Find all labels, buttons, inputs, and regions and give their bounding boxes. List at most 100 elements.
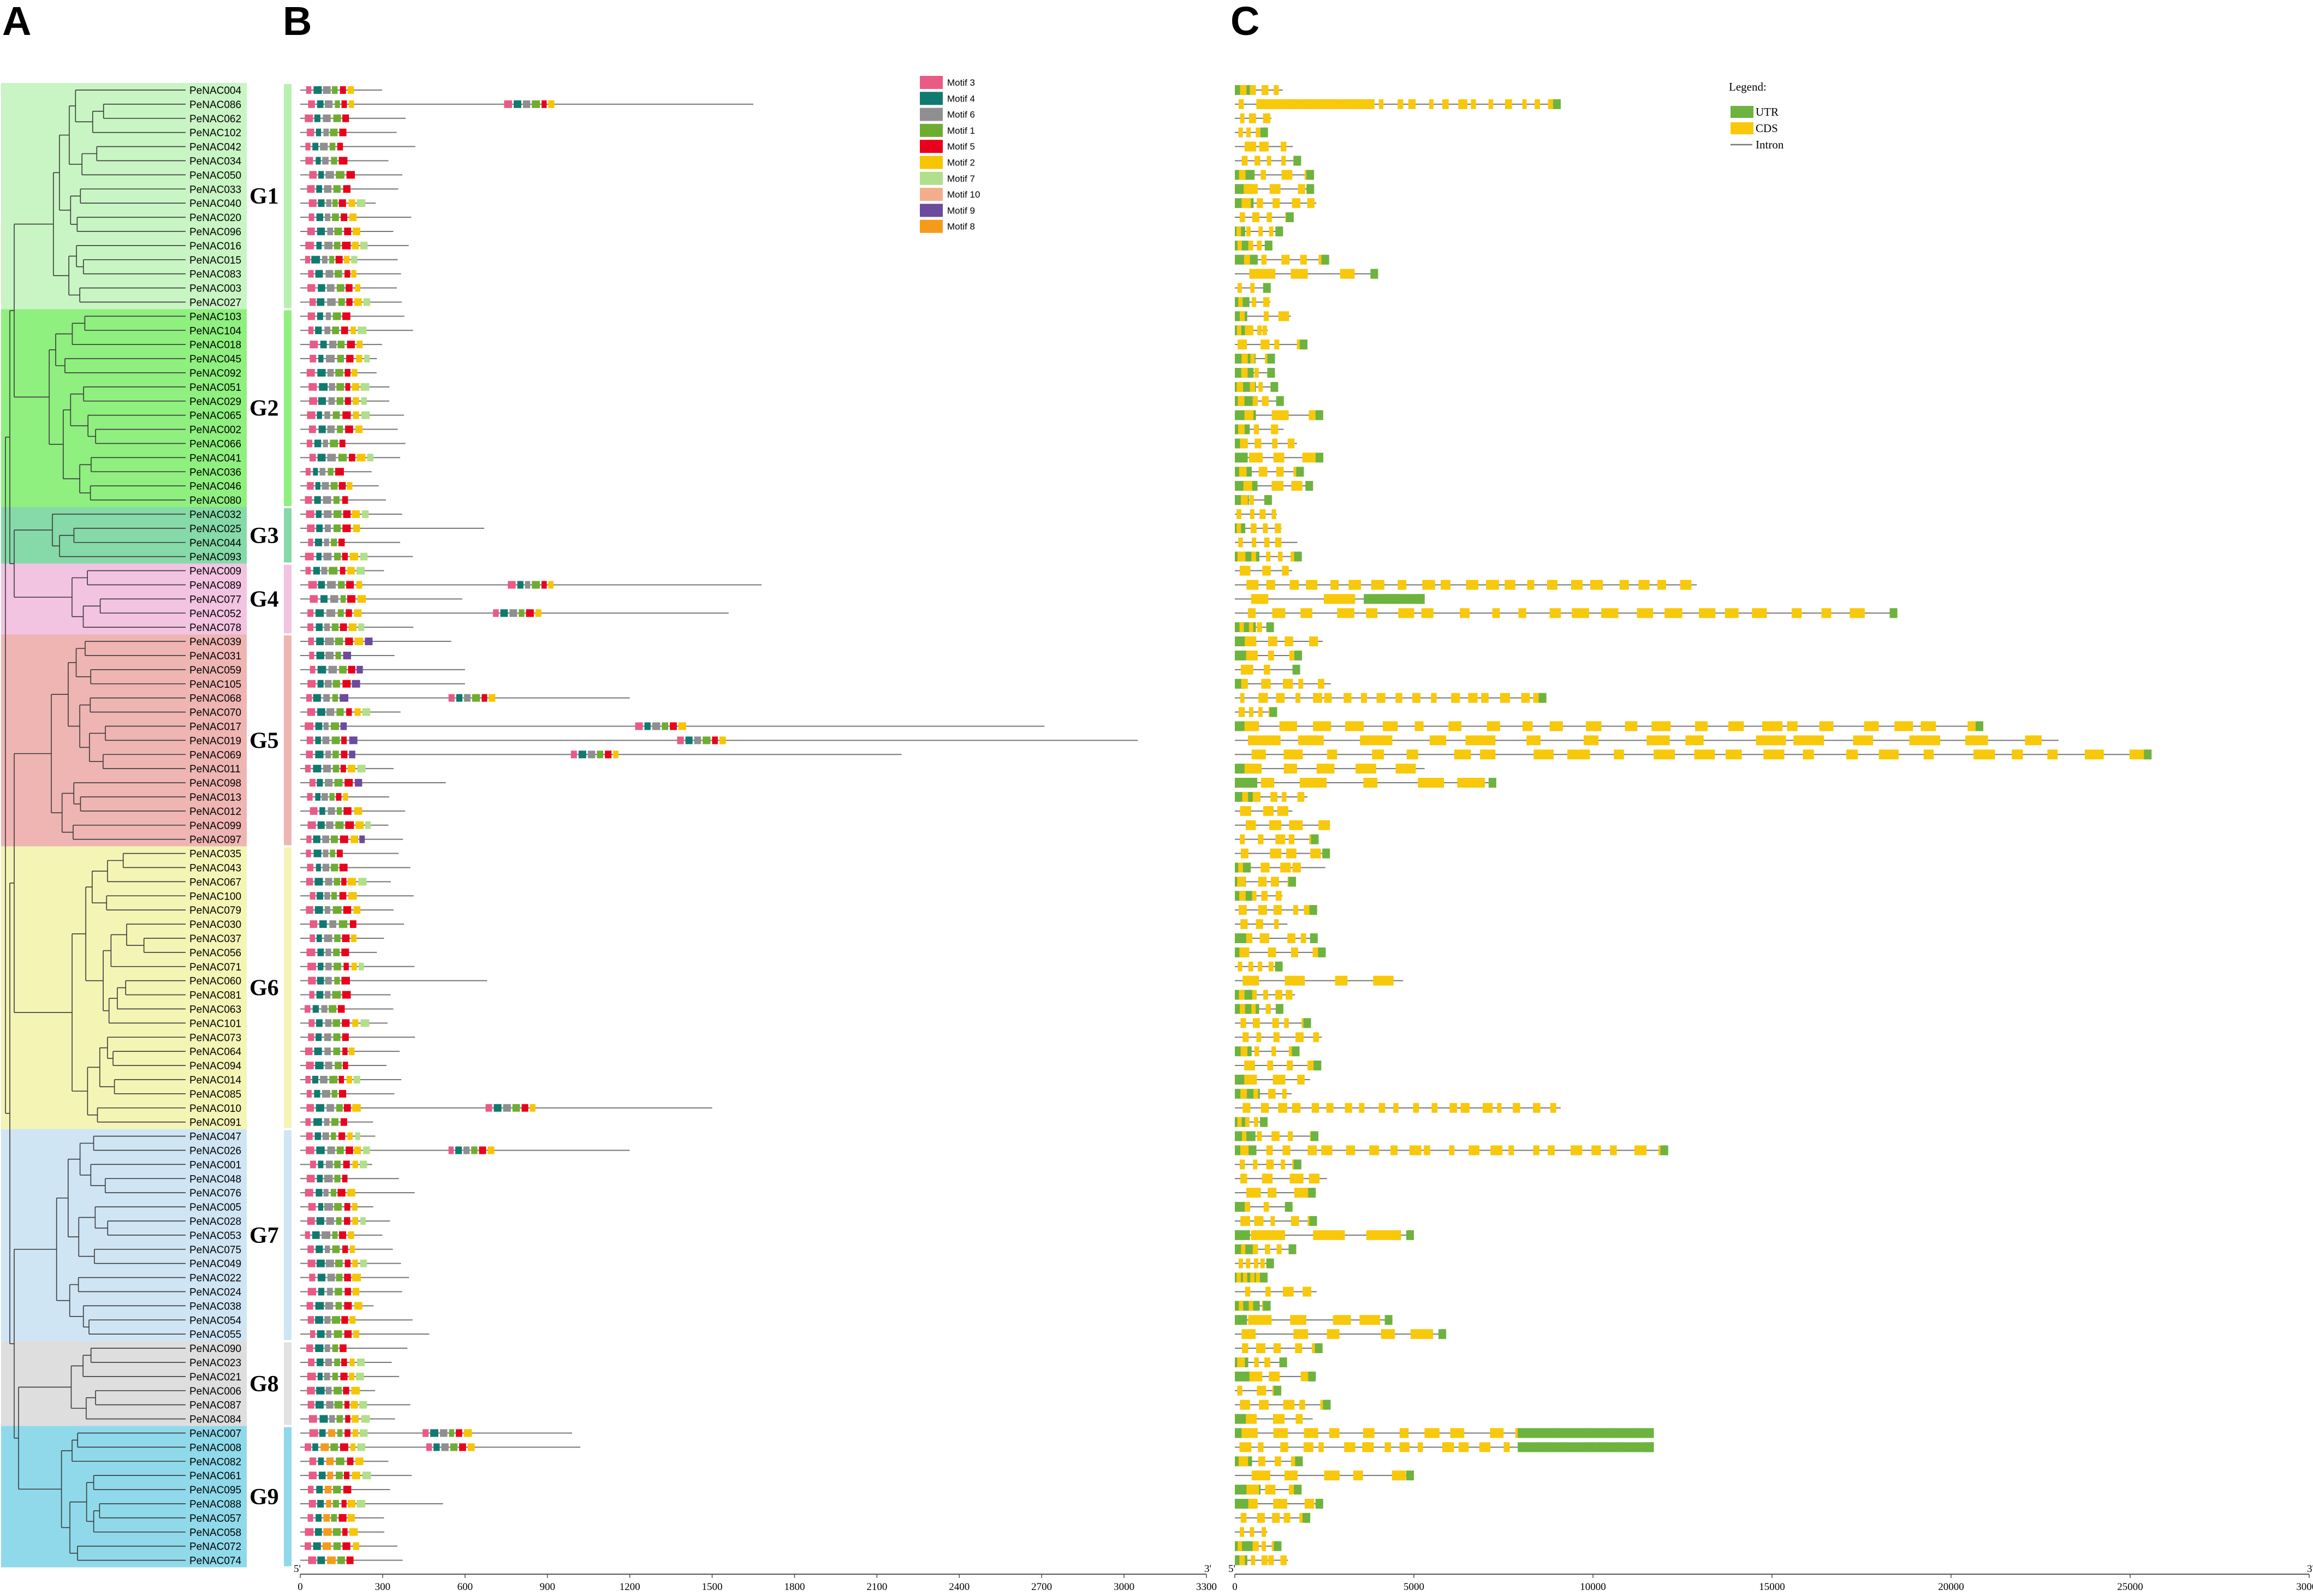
motif-box	[335, 100, 340, 108]
motif-box	[336, 1273, 343, 1282]
utr-block	[1292, 1046, 1300, 1057]
cds-block	[1259, 933, 1269, 943]
motif-legend-swatch	[920, 156, 943, 169]
motif-box	[309, 991, 314, 999]
cds-block	[1292, 1103, 1301, 1113]
motif-box	[341, 1499, 347, 1508]
gene-label: PeNAC052	[189, 608, 241, 620]
motif-box	[327, 1273, 335, 1282]
cds-block	[2012, 749, 2023, 760]
motif-box	[318, 199, 325, 207]
cds-block	[1431, 1103, 1438, 1113]
motif-box	[307, 1514, 313, 1522]
utr-block	[1235, 778, 1258, 788]
motif-box	[325, 1245, 330, 1253]
motif-box	[314, 1132, 322, 1140]
utr-block	[1322, 848, 1330, 859]
cds-block	[1313, 1230, 1345, 1240]
motif-box	[332, 213, 339, 222]
motif-box	[353, 227, 360, 235]
motif-box	[341, 948, 349, 956]
cds-block	[1268, 1188, 1277, 1198]
group-strip-g6	[284, 847, 292, 1128]
cds-block	[1787, 721, 1798, 731]
cds-block	[1240, 113, 1245, 123]
group-label-g4: G4	[249, 587, 279, 612]
gene-label: PeNAC096	[189, 227, 241, 238]
cds-block	[1355, 764, 1376, 774]
cds-block	[1264, 1357, 1270, 1367]
motif-box	[334, 1175, 341, 1183]
cds-block	[1244, 410, 1254, 420]
cds-block	[1239, 1301, 1244, 1311]
motif-box	[325, 948, 331, 956]
motif-box	[326, 1330, 331, 1338]
cds-block	[1298, 735, 1324, 746]
motif-box	[315, 736, 321, 745]
motif-box	[344, 1259, 351, 1267]
cds-block	[1237, 283, 1242, 293]
cds-block	[1280, 1442, 1288, 1452]
motif-box	[351, 1386, 360, 1395]
cds-block	[1239, 947, 1250, 957]
cds-block	[1275, 891, 1282, 901]
motif-box	[504, 100, 513, 108]
cds-block	[1244, 764, 1262, 774]
utr-block	[1305, 481, 1313, 491]
utr-block	[1311, 834, 1319, 844]
panel-label-b: B	[283, 0, 312, 44]
motif-box	[307, 128, 314, 136]
cds-block	[1309, 636, 1318, 647]
motif-box	[356, 341, 363, 349]
motif-box	[316, 1146, 325, 1154]
cds-block	[1288, 1131, 1293, 1141]
cds-block	[1819, 721, 1834, 731]
cds-block	[2025, 735, 2042, 746]
motif-box	[352, 1104, 361, 1112]
motif-box	[327, 581, 336, 589]
cds-block	[1803, 749, 1814, 760]
motif-box	[357, 595, 366, 603]
motif-box	[315, 326, 322, 335]
gene-label: PeNAC101	[189, 1018, 241, 1029]
gene-label: PeNAC066	[189, 438, 241, 450]
motif-box	[347, 1075, 353, 1083]
cds-block	[1258, 1456, 1265, 1467]
motif-box	[532, 581, 540, 589]
motif-box	[354, 708, 361, 716]
cds-block	[1291, 1216, 1299, 1226]
motif-box	[316, 1259, 325, 1267]
phylogenetic-tree	[5, 90, 186, 1561]
group-label-g5: G5	[249, 728, 279, 753]
cds-block	[1257, 198, 1263, 209]
motif-box	[352, 1259, 358, 1267]
x-tick-label: 5000	[1404, 1581, 1424, 1593]
motif-box	[333, 185, 341, 193]
cds-block	[1359, 1315, 1381, 1325]
gene-label: PeNAC057	[189, 1513, 241, 1524]
utr-block	[1235, 1301, 1260, 1311]
cds-block	[1239, 891, 1246, 901]
motif-box	[331, 86, 338, 94]
motif-box	[365, 821, 371, 829]
cds-block	[1395, 693, 1402, 703]
cds-block	[1257, 1512, 1265, 1523]
cds-block	[1345, 721, 1364, 731]
motif-box	[325, 1062, 332, 1070]
cds-block	[1239, 467, 1247, 477]
group-labels: G1 G2 G3 G4 G5 G6 G7 G8 G9	[249, 184, 279, 1510]
group-strip-g7	[284, 1130, 292, 1341]
motif-box	[344, 368, 351, 377]
gene-label: PeNAC060	[189, 976, 241, 987]
cds-block	[1240, 1512, 1247, 1523]
motif-box	[344, 1273, 351, 1282]
motif-box	[343, 807, 352, 815]
motif-box	[340, 694, 349, 702]
x-tick-label: 0	[298, 1581, 303, 1593]
motif-box	[309, 454, 316, 462]
cds-block	[1310, 848, 1321, 859]
cds-block	[1303, 1287, 1312, 1297]
cds-block	[1549, 608, 1561, 618]
motif-box	[336, 708, 344, 716]
cds-block	[1239, 212, 1245, 223]
